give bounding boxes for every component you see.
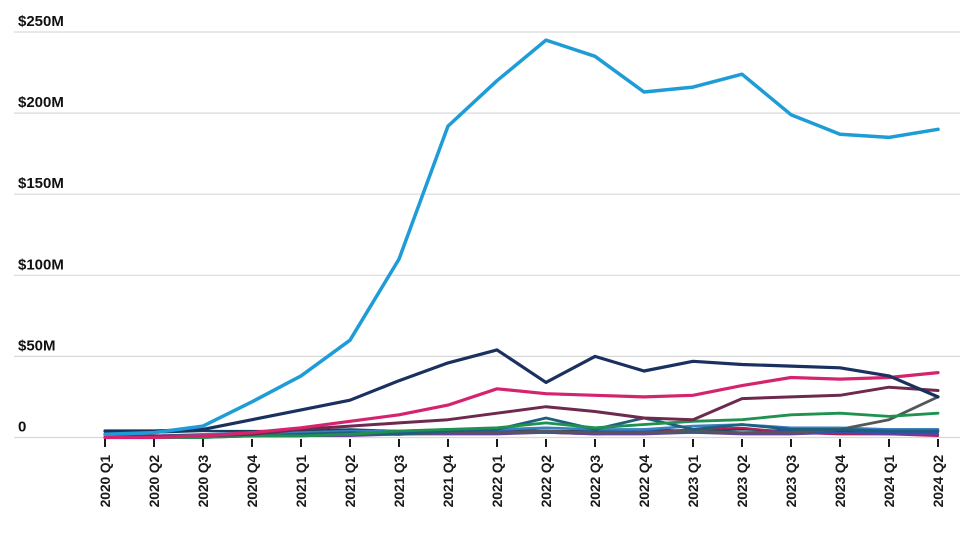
x-axis-label: 2023 Q4 <box>832 455 848 508</box>
x-axis-label: 2021 Q4 <box>440 455 456 508</box>
y-axis-label: $150M <box>18 175 64 192</box>
series-cyan-line <box>103 38 940 437</box>
y-axis-label: $200M <box>18 94 64 111</box>
x-axis-label: 2023 Q3 <box>783 455 799 508</box>
x-axis-label: 2021 Q3 <box>391 455 407 508</box>
x-axis-label: 2022 Q4 <box>636 455 652 508</box>
x-axis-label: 2020 Q3 <box>195 455 211 508</box>
y-axis-label: 0 <box>18 419 26 436</box>
y-axis-label: $100M <box>18 256 64 273</box>
series-pink-line <box>103 371 940 440</box>
x-axis-label: 2023 Q1 <box>685 455 701 508</box>
series-navy-line <box>103 348 940 433</box>
x-axis-label: 2022 Q3 <box>587 455 603 508</box>
x-axis-label: 2020 Q2 <box>146 455 162 508</box>
x-axis-label: 2024 Q2 <box>930 455 946 508</box>
x-axis-label: 2021 Q2 <box>342 455 358 508</box>
x-axis-label: 2021 Q1 <box>293 455 309 508</box>
y-axis-label: $250M <box>18 13 64 30</box>
x-axis-label: 2020 Q4 <box>244 455 260 508</box>
x-axis-label: 2022 Q2 <box>538 455 554 508</box>
series-green-line <box>103 411 940 439</box>
x-axis-label: 2023 Q2 <box>734 455 750 508</box>
y-axis-label: $50M <box>18 337 56 354</box>
x-axis-label: 2024 Q1 <box>881 455 897 508</box>
x-axis-label: 2020 Q1 <box>97 455 113 508</box>
x-axis-label: 2022 Q1 <box>489 455 505 508</box>
